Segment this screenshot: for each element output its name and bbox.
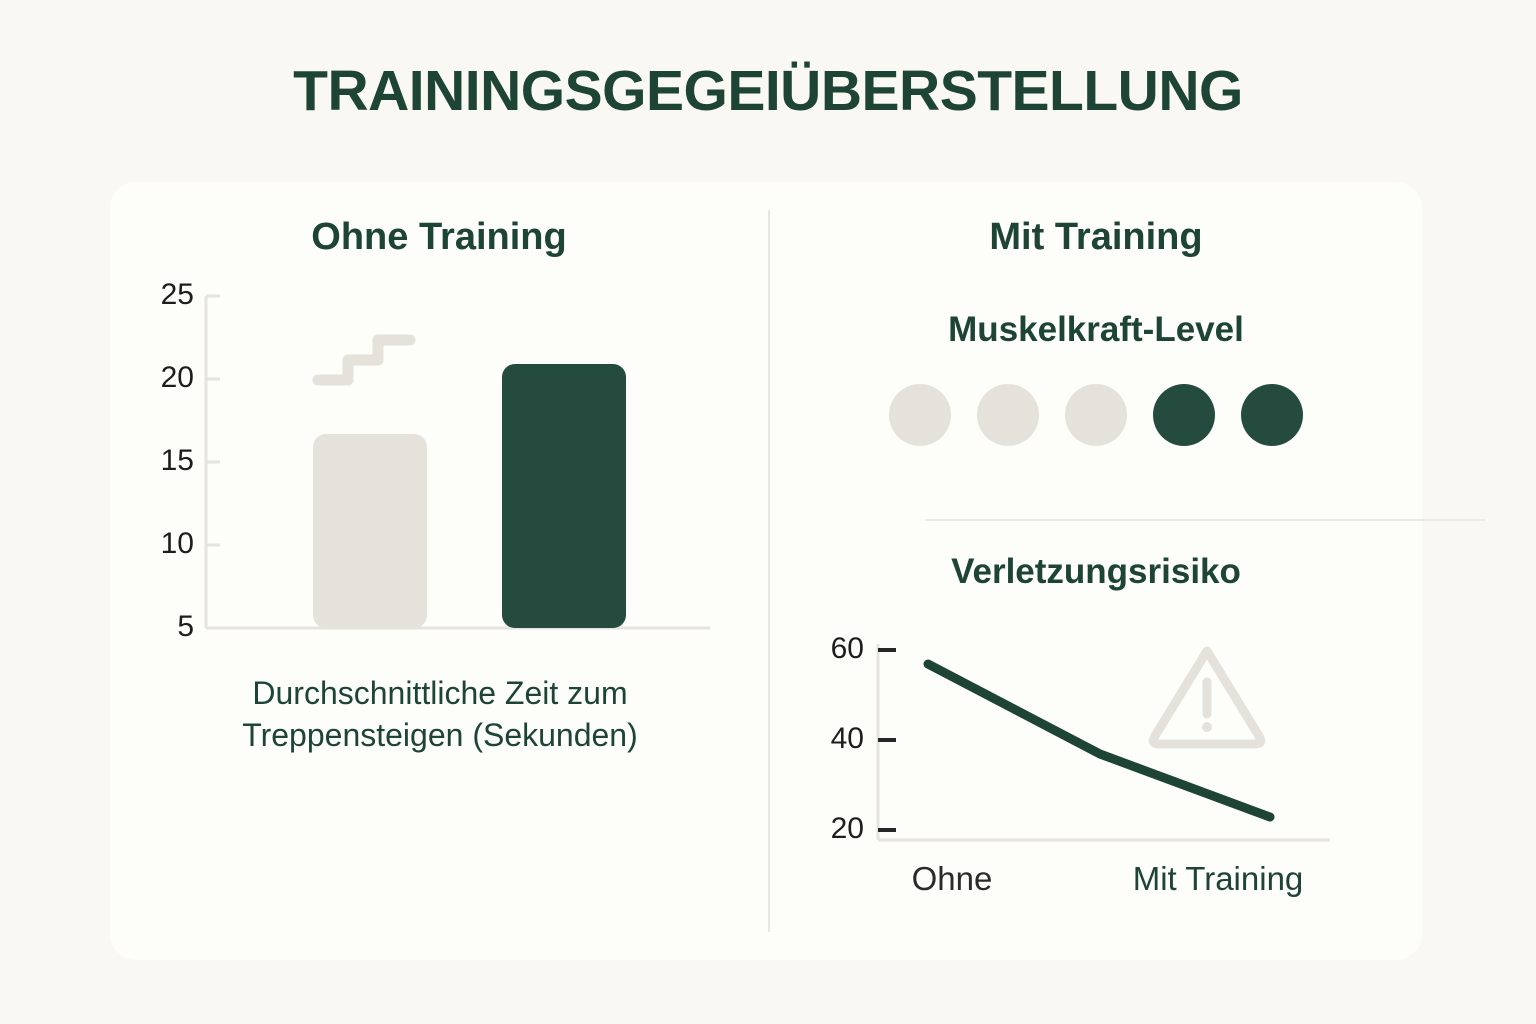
muskelkraft-dot-row [770,384,1422,446]
bar-y-tick-label-15: 15 [161,444,194,477]
warning-triangle-icon [1148,646,1266,749]
bar-mit-training [502,364,626,628]
left-panel-heading: Ohne Training [311,216,567,258]
panel-ohne-training: Ohne Training 25 20 15 10 [110,182,768,960]
section-horizontal-divider [925,519,1485,521]
stair-time-bar-chart: 25 20 15 10 5 [110,282,768,662]
strength-dot-1 [889,384,951,446]
bar-chart-caption-line1: Durchschnittliche Zeit zum [252,675,628,711]
bar-chart-y-ticks [206,294,220,630]
bar-ohne-training [313,434,427,628]
right-panel-heading: Mit Training [989,216,1203,258]
line-y-tick-label-60: 60 [831,632,864,665]
strength-dot-4 [1153,384,1215,446]
injury-risk-line-chart: 60 40 20 Ohne Mit Training [770,622,1422,922]
bar-y-tick-label-20: 20 [161,361,194,394]
bar-y-tick-label-25: 25 [161,282,194,311]
line-chart-svg: 60 40 20 Ohne Mit Training [831,632,1330,897]
muskelkraft-level-heading: Muskelkraft-Level [948,310,1244,349]
line-y-tick-label-40: 40 [831,722,864,755]
line-x-tick-label-mit-training: Mit Training [1133,860,1304,897]
strength-dot-2 [977,384,1039,446]
strength-dot-5 [1241,384,1303,446]
line-chart-y-ticks [878,648,896,832]
comparison-card: Ohne Training 25 20 15 10 [110,182,1485,960]
bar-y-tick-label-10: 10 [161,527,194,560]
page-title: TRAININGSGEGEIÜBERSTELLUNG [293,59,1243,123]
line-y-tick-label-20: 20 [831,812,864,845]
line-x-tick-label-ohne: Ohne [912,860,993,897]
verletzungsrisiko-heading: Verletzungsrisiko [951,552,1241,591]
panel-vertical-divider [768,210,770,932]
bar-chart-svg: 25 20 15 10 5 [161,282,710,643]
panel-mit-training: Mit Training Muskelkraft-Level Verletzun… [770,182,1485,960]
bar-chart-caption: Durchschnittliche Zeit zum Treppensteige… [140,672,740,756]
bar-y-tick-label-5: 5 [177,610,194,643]
stairs-icon [312,334,416,386]
injury-risk-line [923,659,1275,822]
bar-chart-caption-line2: Treppensteigen (Sekunden) [242,717,638,754]
strength-dot-3 [1065,384,1127,446]
